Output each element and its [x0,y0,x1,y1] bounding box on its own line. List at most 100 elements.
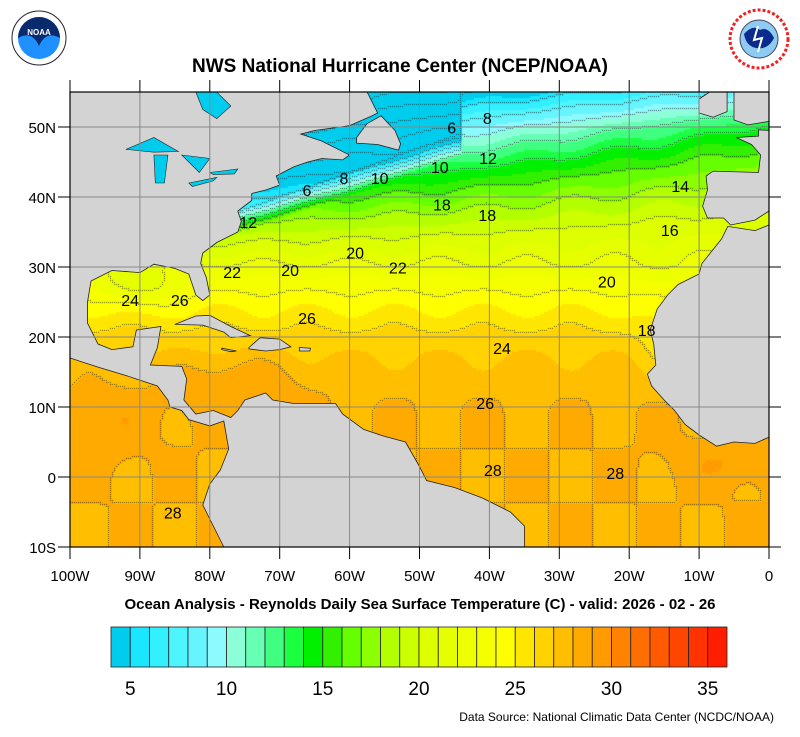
lat-tick-label: 40N [28,190,56,207]
contour-label: 8 [483,111,492,128]
land-ireland [698,91,728,118]
contour-label: 22 [223,265,241,282]
svg-text:NOAA: NOAA [27,28,51,37]
colorbar-cell [495,626,516,668]
colorbar-cell [206,626,227,668]
contour-label: 12 [239,215,257,232]
lat-tick-label: 30N [28,260,56,277]
lon-tick-label: 90W [124,568,156,585]
land-layer [69,91,770,548]
land-great-britain [733,91,770,126]
colorbar-cell [283,626,304,668]
colorbar-cell [110,626,131,668]
lake [125,137,180,153]
lat-tick-label: 50N [28,120,56,137]
contour-label: 14 [671,179,689,196]
nws-logo [728,8,790,75]
colorbar-cell [149,626,170,668]
axes: 100W 90W 80W 70W 60W 50W 40W 30W 20W 10W 0 50N 40N 30… [28,80,781,585]
contour-label: 16 [661,223,679,240]
contour-labels: 8 6 12 10 14 6 8 10 18 18 16 12 20 22 20 22 20 24 26 26 18 24… [121,111,689,523]
lon-tick-label: 80W [194,568,226,585]
lon-tick-label: 0 [765,568,773,585]
contour-label: 18 [433,198,451,215]
land-hispaniola [248,337,292,352]
lat-tick-label: 10N [28,400,56,417]
colorbar-cell [418,626,439,668]
colorbar-cell [630,626,651,668]
contour-label: 26 [171,293,189,310]
noaa-logo: NOAA [10,8,68,73]
contour-label: 24 [121,293,139,310]
colorbar-cell [226,626,247,668]
colorbar-cell [514,626,535,668]
colorbar-cell [688,626,709,668]
lat-tick-label: 20N [28,330,56,347]
contour-label: 10 [371,171,389,188]
lon-tick-label: 10W [684,568,716,585]
colorbar-cell [245,626,266,668]
contour-label: 22 [389,261,407,278]
colorbar-cell [534,626,555,668]
colorbar-label: 5 [125,679,136,700]
colorbar-label: 20 [408,679,429,700]
land-iberia-france [702,129,770,226]
contour-label: 12 [479,151,497,168]
land-africa [646,224,770,447]
lake [208,168,239,175]
contour-label: 28 [484,463,502,480]
contour-label: 28 [164,506,182,523]
map-frame [69,91,770,548]
land-puerto-rico [298,347,312,352]
colorbar-label: 30 [601,679,622,700]
colorbar-cell [168,626,189,668]
contour-label: 20 [281,263,299,280]
contour-label: 24 [493,341,511,358]
contour-label: 6 [447,121,456,138]
colorbar-cell [360,626,381,668]
contour-label: 26 [298,311,316,328]
colorbar: 5 10 15 20 25 30 35 [110,626,728,700]
colorbar-cell [303,626,324,668]
lon-tick-label: 40W [474,568,506,585]
contour-label: 18 [638,323,656,340]
colorbar-label: 10 [216,679,237,700]
contour-label: 20 [346,245,364,262]
map-subtitle: Ocean Analysis - Reynolds Daily Sea Surf… [124,596,716,613]
lat-tick-label: 0 [48,470,56,487]
land-cuba [174,314,252,339]
contour-label: 28 [606,466,624,483]
colorbar-cell [572,626,593,668]
colorbar-label: 35 [697,679,718,700]
contour-label: 8 [340,171,349,188]
contour-label: 20 [598,275,616,292]
lon-tick-label: 70W [264,568,296,585]
contour-label: 6 [303,183,312,200]
colorbar-cell [591,626,612,668]
colorbar-label: 25 [505,679,526,700]
contour-label: 18 [478,208,496,225]
colorbar-cell [611,626,632,668]
lon-tick-label: 50W [404,568,436,585]
colorbar-cell [187,626,208,668]
colorbar-cell [707,626,728,668]
lake [180,154,211,173]
lon-tick-label: 100W [50,568,90,585]
colorbar-cell [649,626,670,668]
colorbar-cell [476,626,497,668]
map-title: NWS National Hurricane Center (NCEP/NOAA… [192,56,608,77]
land-jamaica [221,347,237,353]
land-newfoundland [356,115,402,151]
colorbar-cell [553,626,574,668]
colorbar-cell [322,626,343,668]
contour-label: 26 [476,396,494,413]
lat-tick-label: 10S [29,540,56,557]
contour-label: 10 [431,160,449,177]
colorbar-cell [341,626,362,668]
lon-tick-label: 60W [334,568,366,585]
lon-tick-label: 20W [614,568,646,585]
lake [153,154,169,184]
colorbar-cell [129,626,150,668]
colorbar-cell [264,626,285,668]
